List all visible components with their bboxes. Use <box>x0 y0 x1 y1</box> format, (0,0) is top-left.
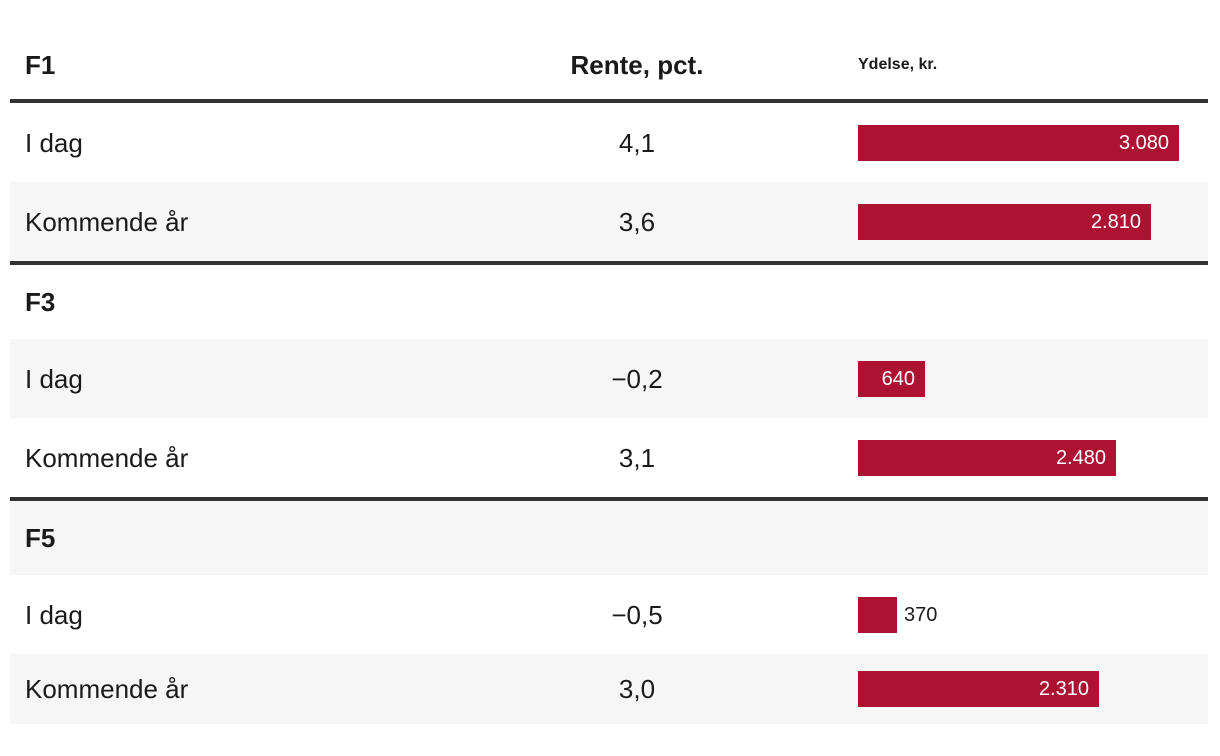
bar-value-label: 2.480 <box>1055 446 1106 469</box>
ydelse-cell: 3.080 <box>804 124 1208 161</box>
ydelse-bar <box>858 596 897 633</box>
section-title-f1: F1 <box>25 49 56 80</box>
rente-value: −0,5 <box>611 599 663 630</box>
column-header-rente: Rente, pct. <box>570 49 704 80</box>
ydelse-bar: 640 <box>858 360 925 397</box>
section-row-f5: F5 <box>10 497 1208 575</box>
section-row-f3: F3 <box>10 261 1208 339</box>
ydelse-cell: 2.480 <box>804 439 1208 476</box>
bar-value-label: 640 <box>881 367 915 390</box>
row-label: Kommende år <box>25 674 189 704</box>
bar-value-label: 2.810 <box>1090 210 1141 233</box>
rente-value: 3,1 <box>618 442 656 473</box>
rente-value: 3,0 <box>618 674 656 704</box>
ydelse-bar: 2.480 <box>858 439 1116 476</box>
row-label: Kommende år <box>25 206 189 237</box>
ydelse-bar: 3.080 <box>858 124 1179 161</box>
row-label: Kommende år <box>25 442 189 473</box>
bar-value-label: 2.310 <box>1038 678 1089 700</box>
rente-value: 4,1 <box>618 127 656 158</box>
column-header-ydelse: Ydelse, kr. <box>858 55 938 73</box>
table-row-f3-idag: I dag −0,2 640 <box>10 339 1208 418</box>
ydelse-bar: 2.810 <box>858 203 1151 240</box>
ydelse-cell: 2.310 <box>804 671 1208 707</box>
row-label: I dag <box>25 127 83 158</box>
bar-value-label: 3.080 <box>1118 131 1169 154</box>
rente-value: −0,2 <box>611 363 663 394</box>
ydelse-cell: 640 <box>804 360 1208 397</box>
table-row-f3-kommende: Kommende år 3,1 2.480 <box>10 418 1208 497</box>
ydelse-bar: 2.310 <box>858 671 1099 707</box>
table-header-row: F1 Rente, pct. Ydelse, kr. <box>10 30 1208 103</box>
table-row-f1-kommende: Kommende år 3,6 2.810 <box>10 182 1208 261</box>
row-label: I dag <box>25 599 83 630</box>
loan-rate-table: F1 Rente, pct. Ydelse, kr. I dag 4,1 3.0… <box>10 30 1208 724</box>
ydelse-cell: 370 <box>804 596 1208 633</box>
section-title-f3: F3 <box>25 287 56 317</box>
ydelse-cell: 2.810 <box>804 203 1208 240</box>
rente-value: 3,6 <box>618 206 656 237</box>
section-title-f5: F5 <box>25 523 56 553</box>
row-label: I dag <box>25 363 83 394</box>
table-row-f5-kommende: Kommende år 3,0 2.310 <box>10 654 1208 724</box>
bar-value-label: 370 <box>904 603 938 626</box>
table-row-f5-idag: I dag −0,5 370 <box>10 575 1208 654</box>
table-row-f1-idag: I dag 4,1 3.080 <box>10 103 1208 182</box>
